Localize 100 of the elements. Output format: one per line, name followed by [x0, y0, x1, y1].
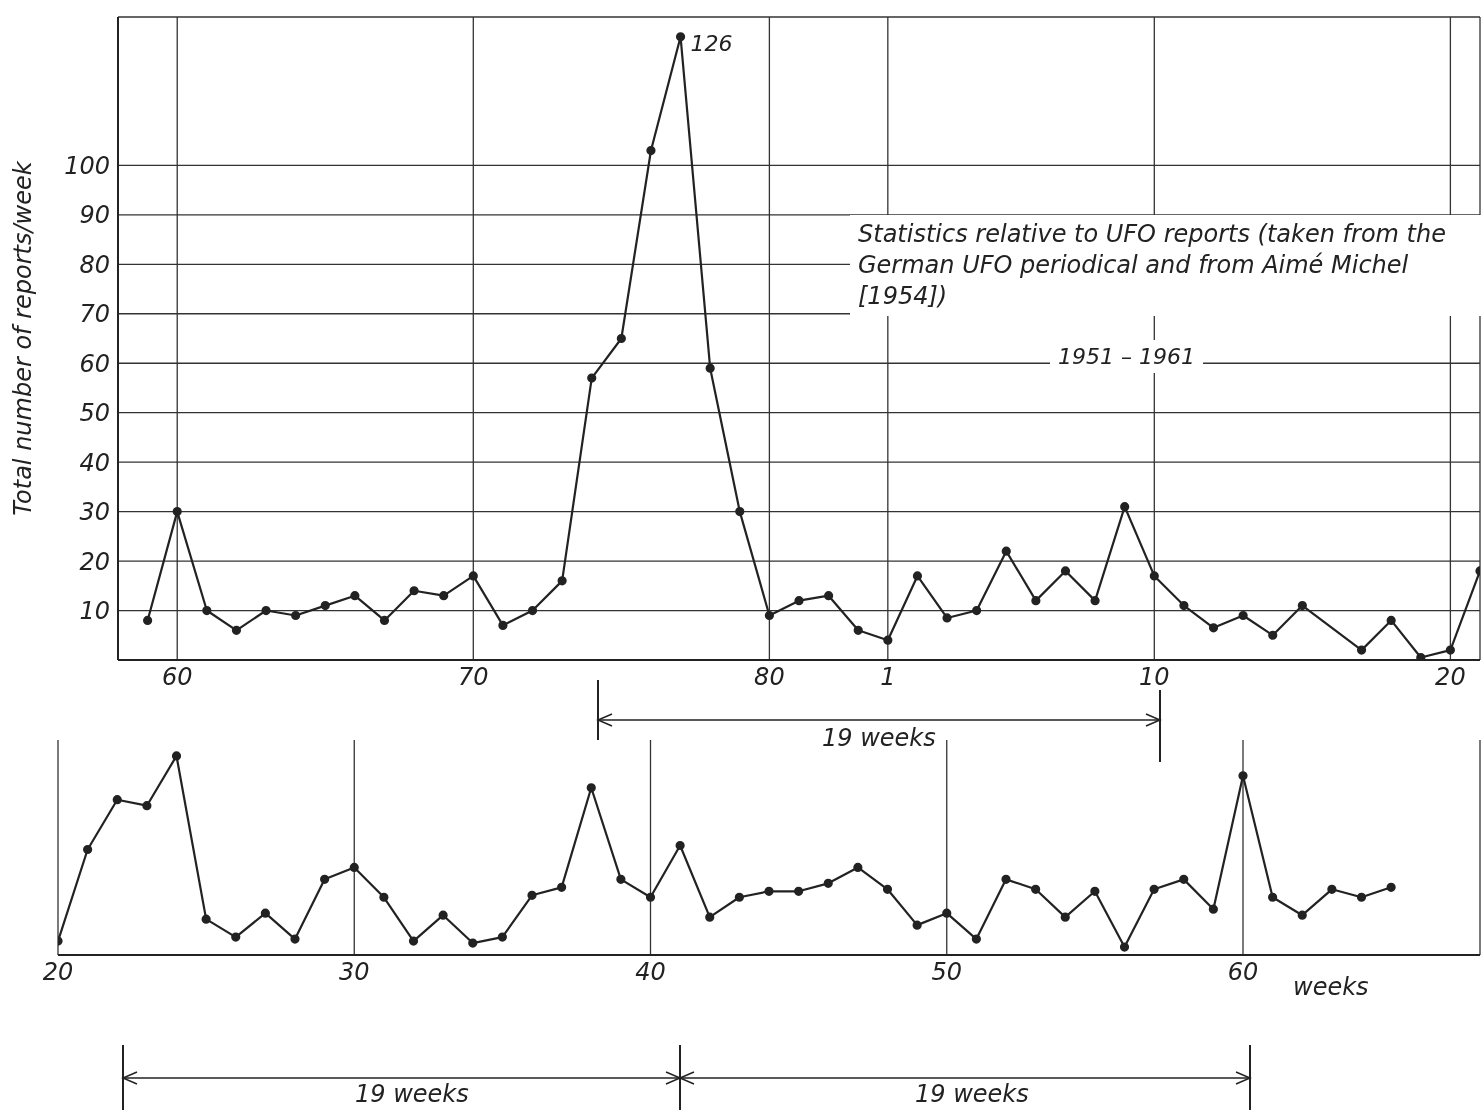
point — [853, 625, 863, 635]
point — [1149, 571, 1159, 581]
point — [645, 892, 656, 902]
point — [705, 912, 715, 922]
point — [1445, 645, 1455, 655]
point — [1149, 884, 1159, 894]
point — [1416, 652, 1426, 660]
point — [142, 801, 152, 811]
point — [616, 333, 626, 344]
text: 19 weeks — [822, 724, 936, 752]
point — [1386, 615, 1396, 626]
x-tick-label: 30 — [338, 958, 370, 987]
y-tick-label: 50 — [79, 399, 110, 428]
point — [1356, 645, 1367, 655]
point — [1268, 630, 1278, 640]
point — [1031, 596, 1041, 606]
point — [260, 908, 270, 918]
text: 19 weeks — [915, 1080, 1029, 1108]
point — [83, 844, 93, 855]
point — [823, 878, 833, 888]
point — [853, 862, 863, 873]
point — [1090, 596, 1100, 606]
point — [675, 32, 686, 42]
y-tick-label: 40 — [79, 448, 110, 477]
point — [1386, 882, 1396, 892]
point — [1119, 942, 1130, 952]
point — [646, 145, 656, 156]
x-tick-label: 10 — [1139, 663, 1170, 692]
point — [1179, 600, 1189, 611]
point — [1297, 600, 1307, 611]
point — [379, 892, 389, 902]
point — [971, 934, 981, 944]
point — [735, 507, 745, 517]
annotation: Statistics relative to UFO reports (taken from the German UFO periodical and from Aimé Michel [1954]) — [850, 215, 1482, 316]
point — [349, 862, 359, 873]
x-axis-title: weeks — [1293, 973, 1369, 1001]
point — [290, 934, 300, 944]
point — [882, 884, 893, 894]
x-tick-label: 70 — [458, 663, 489, 692]
point — [1356, 892, 1367, 902]
point — [143, 615, 153, 626]
point — [231, 625, 242, 635]
point — [468, 938, 478, 948]
y-tick-label: 30 — [79, 498, 110, 527]
point — [1031, 884, 1041, 894]
point — [408, 936, 419, 946]
point — [675, 840, 685, 851]
y-axis-title: Total number of reports/week — [8, 160, 37, 516]
point — [171, 751, 182, 761]
y-tick-label: 100 — [64, 151, 110, 180]
point — [202, 605, 212, 616]
point — [972, 605, 982, 616]
point — [794, 596, 804, 606]
point — [1179, 874, 1189, 884]
y-tick-label: 80 — [79, 250, 110, 279]
point — [616, 874, 626, 884]
point — [1060, 566, 1071, 576]
point — [1060, 912, 1070, 922]
x-tick-label: 20 — [1435, 663, 1466, 692]
point — [350, 591, 360, 601]
point — [1120, 502, 1130, 512]
x-tick-label: 60 — [1227, 958, 1259, 987]
point — [172, 507, 182, 517]
point — [557, 576, 567, 586]
point — [1001, 546, 1011, 556]
y-tick-label: 70 — [79, 300, 110, 329]
point — [201, 914, 211, 924]
y-tick-label: 60 — [79, 349, 110, 378]
point — [320, 600, 330, 611]
point — [912, 920, 922, 930]
point — [1268, 892, 1278, 902]
point — [557, 882, 567, 892]
point — [231, 932, 241, 942]
point — [409, 586, 419, 596]
point — [439, 591, 449, 601]
x-tick-label: 50 — [931, 958, 963, 987]
y-tick-label: 10 — [79, 597, 110, 626]
y-tick-label: 90 — [79, 201, 110, 230]
annotation: 1951 – 1961 — [1050, 340, 1203, 373]
point — [320, 874, 330, 884]
text: 19 weeks — [355, 1080, 469, 1108]
annotation: 126 — [690, 30, 733, 56]
point — [942, 613, 952, 623]
point — [1090, 886, 1100, 896]
point — [1001, 874, 1011, 884]
point — [1327, 884, 1337, 894]
point — [1238, 610, 1248, 621]
x-tick-label: 80 — [754, 663, 785, 692]
x-tick-label: 20 — [42, 958, 74, 987]
point — [527, 890, 537, 900]
point — [261, 605, 271, 616]
point — [1208, 623, 1219, 633]
point — [468, 571, 478, 581]
point — [1238, 771, 1248, 781]
x-tick-label: 40 — [635, 958, 666, 987]
point — [912, 571, 923, 581]
point — [764, 886, 774, 896]
point — [734, 892, 744, 902]
point — [587, 373, 597, 383]
point — [764, 610, 774, 621]
